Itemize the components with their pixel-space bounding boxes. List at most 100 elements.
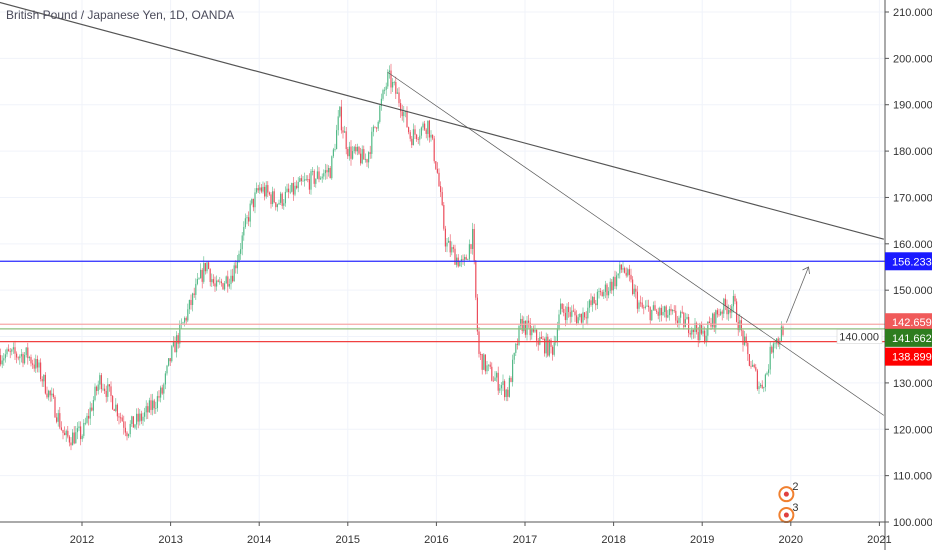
candle-body	[753, 364, 755, 368]
candle-body	[448, 240, 450, 243]
candle-body	[748, 354, 750, 366]
candle-body	[745, 336, 747, 344]
candle-body	[766, 372, 768, 375]
candle-body	[291, 182, 293, 192]
candle-body	[224, 283, 226, 290]
candle-body	[436, 168, 438, 173]
candle-body	[339, 106, 341, 117]
candle-body	[758, 386, 760, 390]
candle-body	[649, 307, 651, 321]
candle-body	[518, 325, 520, 345]
candle-body	[318, 171, 320, 180]
price-tick-label: 130.000	[893, 378, 932, 390]
candle-body	[326, 170, 328, 173]
candle-body	[734, 295, 736, 302]
candle-body	[182, 322, 184, 324]
time-tick-label: 2018	[601, 534, 625, 546]
time-tick-label: 2016	[424, 534, 448, 546]
candle-body	[702, 330, 704, 334]
candle-body	[259, 187, 261, 191]
candle-body	[374, 126, 376, 128]
candle-body	[627, 269, 629, 276]
candle-body	[113, 409, 115, 411]
candle-body	[736, 301, 738, 322]
candle-body	[260, 187, 262, 192]
candle-body	[414, 129, 416, 135]
candle-body	[561, 303, 563, 309]
candle-body	[89, 407, 91, 419]
candle-body	[153, 400, 155, 409]
candle-body	[670, 308, 672, 312]
candle-body	[548, 339, 550, 356]
candle-body	[475, 260, 477, 298]
time-tick-label: 2017	[513, 534, 537, 546]
candle-body	[366, 159, 368, 163]
candle-body	[203, 262, 205, 282]
candle-body	[12, 347, 14, 350]
candle-body	[160, 387, 162, 398]
candle-body	[198, 278, 200, 280]
candle-body	[412, 129, 414, 146]
candle-body	[534, 329, 536, 332]
candle-body	[83, 422, 85, 436]
candle-body	[750, 365, 752, 367]
candle-body	[566, 306, 568, 321]
candle-body	[355, 146, 357, 152]
candle-body	[440, 186, 442, 193]
candle-body	[184, 317, 186, 323]
candle-body	[536, 329, 538, 341]
candle-body	[156, 396, 158, 409]
price-tick-label: 120.000	[893, 424, 932, 436]
candle-body	[470, 244, 472, 249]
candle-body	[768, 369, 770, 373]
candle-body	[216, 280, 218, 287]
candle-body	[460, 259, 462, 262]
candle-body	[136, 413, 138, 425]
candle-body	[137, 413, 139, 422]
projection-arrow	[785, 266, 809, 323]
candle-body	[192, 293, 194, 306]
candle-body	[465, 257, 467, 260]
candle-body	[593, 296, 595, 304]
candle-body	[523, 320, 525, 331]
price-tick-label: 210.000	[893, 7, 932, 19]
candle-body	[65, 430, 67, 436]
candle-body	[107, 384, 109, 397]
candle-body	[340, 106, 342, 131]
candle-body	[555, 341, 557, 343]
candle-body	[780, 326, 782, 342]
candle-body	[430, 134, 432, 138]
candle-body	[731, 306, 733, 313]
candle-body	[694, 322, 696, 333]
candle-body	[604, 284, 606, 292]
candle-body	[360, 153, 362, 164]
candle-body	[214, 283, 216, 287]
candle-body	[147, 406, 149, 413]
candle-body	[86, 415, 88, 423]
candle-body	[155, 408, 157, 409]
candle-body	[772, 343, 774, 353]
candle-body	[760, 384, 762, 387]
price-tick-label: 150.000	[893, 285, 932, 297]
candle-body	[131, 416, 133, 424]
candle-body	[428, 120, 430, 138]
candle-body	[33, 364, 35, 369]
candle-body	[187, 309, 189, 321]
candle-body	[531, 329, 533, 336]
candle-body	[249, 203, 251, 222]
candle-body	[148, 400, 150, 413]
event-dot	[783, 491, 789, 497]
candle-body	[332, 149, 334, 157]
candle-body	[369, 152, 371, 154]
candle-body	[337, 116, 339, 131]
candle-body	[625, 272, 627, 276]
candle-body	[528, 320, 530, 323]
candle-body	[225, 276, 227, 284]
event-count: 2	[792, 481, 798, 493]
candle-body	[678, 317, 680, 323]
price-tick-label-bg	[836, 329, 883, 344]
candle-body	[177, 335, 179, 344]
candle-body	[329, 167, 331, 179]
